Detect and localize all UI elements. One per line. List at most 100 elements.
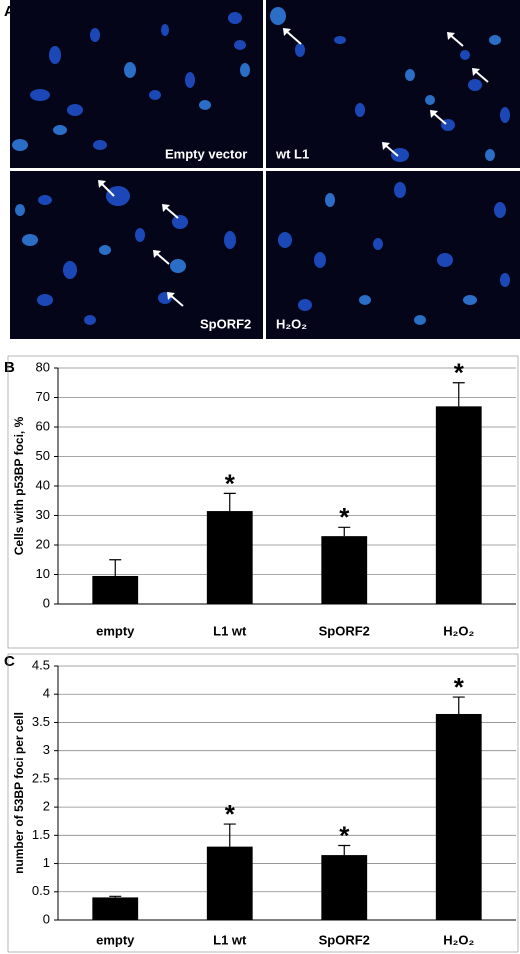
y-tick-label: 60 bbox=[36, 418, 50, 433]
y-tick-label: 50 bbox=[36, 448, 50, 463]
nucleus bbox=[67, 104, 83, 116]
nucleus bbox=[494, 202, 506, 218]
micrograph-label: H₂O₂ bbox=[276, 316, 307, 331]
bar bbox=[92, 575, 139, 604]
arrow-head bbox=[447, 32, 455, 40]
error-bar bbox=[452, 696, 465, 714]
y-tick-label: 0.5 bbox=[32, 883, 50, 898]
nucleus bbox=[325, 193, 335, 207]
arrow-head bbox=[167, 292, 175, 300]
y-tick-label: 2.5 bbox=[32, 770, 50, 785]
nucleus bbox=[334, 36, 346, 44]
significance-marker: * bbox=[339, 820, 350, 850]
nucleus bbox=[359, 295, 371, 305]
nucleus bbox=[500, 107, 510, 123]
y-tick-label: 0 bbox=[43, 595, 50, 610]
x-tick-label: H₂O₂ bbox=[443, 623, 474, 638]
micrograph bbox=[266, 171, 520, 339]
nucleus bbox=[437, 253, 453, 267]
nucleus bbox=[170, 259, 186, 273]
micrograph-label: wt L1 bbox=[275, 146, 309, 161]
micrographs: Empty vector wt L1 SpORF2 H₂O₂ bbox=[10, 0, 520, 340]
y-axis-label: Cells with p53BP foci, % bbox=[12, 416, 26, 555]
y-tick-label: 30 bbox=[36, 507, 50, 522]
nucleus bbox=[468, 79, 482, 91]
nucleus bbox=[30, 89, 50, 101]
nucleus bbox=[161, 24, 169, 36]
error-bar bbox=[223, 823, 236, 847]
nucleus bbox=[38, 195, 52, 205]
arrow-head bbox=[162, 204, 170, 212]
y-tick-label: 20 bbox=[36, 536, 50, 551]
nucleus bbox=[199, 100, 211, 110]
significance-marker: * bbox=[339, 502, 350, 532]
y-tick-label: 4 bbox=[43, 686, 50, 701]
y-tick-label: 10 bbox=[36, 566, 50, 581]
nucleus bbox=[460, 50, 470, 60]
chart-border bbox=[7, 653, 519, 953]
x-tick-label: SpORF2 bbox=[319, 623, 370, 638]
y-tick-label: 3.5 bbox=[32, 714, 50, 729]
significance-marker: * bbox=[454, 672, 465, 702]
bar bbox=[435, 713, 482, 920]
nucleus bbox=[391, 148, 409, 162]
nucleus bbox=[49, 46, 61, 64]
nucleus bbox=[414, 315, 426, 325]
error-bar bbox=[338, 844, 351, 856]
nucleus bbox=[185, 72, 195, 88]
nucleus bbox=[228, 12, 242, 24]
bar bbox=[321, 536, 368, 604]
bar bbox=[206, 846, 253, 920]
nucleus bbox=[93, 140, 107, 150]
y-tick-label: 0 bbox=[43, 911, 50, 926]
y-axis-label: number of 53BP foci per cell bbox=[12, 712, 26, 874]
arrow-head bbox=[153, 250, 161, 258]
nucleus bbox=[135, 228, 145, 242]
significance-marker: * bbox=[225, 468, 236, 498]
arrow-head bbox=[472, 68, 480, 76]
bar bbox=[321, 855, 368, 920]
nucleus bbox=[489, 35, 501, 45]
panel-label: C bbox=[4, 653, 15, 670]
nucleus bbox=[37, 294, 53, 306]
nucleus bbox=[172, 215, 188, 229]
error-bar bbox=[452, 382, 465, 407]
micrograph bbox=[10, 0, 263, 168]
y-tick-label: 4.5 bbox=[32, 657, 50, 672]
nucleus bbox=[270, 7, 286, 25]
nucleus bbox=[278, 232, 292, 248]
error-bar bbox=[109, 559, 122, 576]
micrograph-label: SpORF2 bbox=[200, 316, 251, 331]
x-tick-label: L1 wt bbox=[213, 932, 247, 947]
bar bbox=[92, 897, 139, 920]
x-tick-label: H₂O₂ bbox=[443, 932, 474, 947]
nucleus bbox=[22, 234, 38, 246]
x-tick-label: L1 wt bbox=[213, 623, 247, 638]
x-tick-label: empty bbox=[96, 623, 135, 638]
nucleus bbox=[240, 63, 250, 77]
y-tick-label: 1.5 bbox=[32, 827, 50, 842]
x-tick-label: empty bbox=[96, 932, 135, 947]
nucleus bbox=[149, 90, 161, 100]
nucleus bbox=[405, 69, 415, 81]
nucleus bbox=[394, 182, 406, 198]
error-bar bbox=[109, 895, 122, 898]
nucleus bbox=[90, 28, 100, 42]
arrow-head bbox=[430, 110, 438, 118]
error-bar bbox=[338, 526, 351, 537]
x-tick-label: SpORF2 bbox=[319, 932, 370, 947]
micrograph bbox=[10, 171, 263, 339]
bar bbox=[206, 511, 253, 604]
nucleus bbox=[373, 238, 383, 250]
nucleus bbox=[99, 245, 111, 255]
nucleus bbox=[84, 315, 96, 325]
nucleus bbox=[53, 125, 67, 135]
y-tick-label: 2 bbox=[43, 799, 50, 814]
y-tick-label: 80 bbox=[36, 359, 50, 374]
y-tick-label: 1 bbox=[43, 855, 50, 870]
nucleus bbox=[295, 43, 305, 57]
y-tick-label: 70 bbox=[36, 389, 50, 404]
arrow-head bbox=[283, 28, 291, 36]
nucleus bbox=[355, 103, 365, 117]
